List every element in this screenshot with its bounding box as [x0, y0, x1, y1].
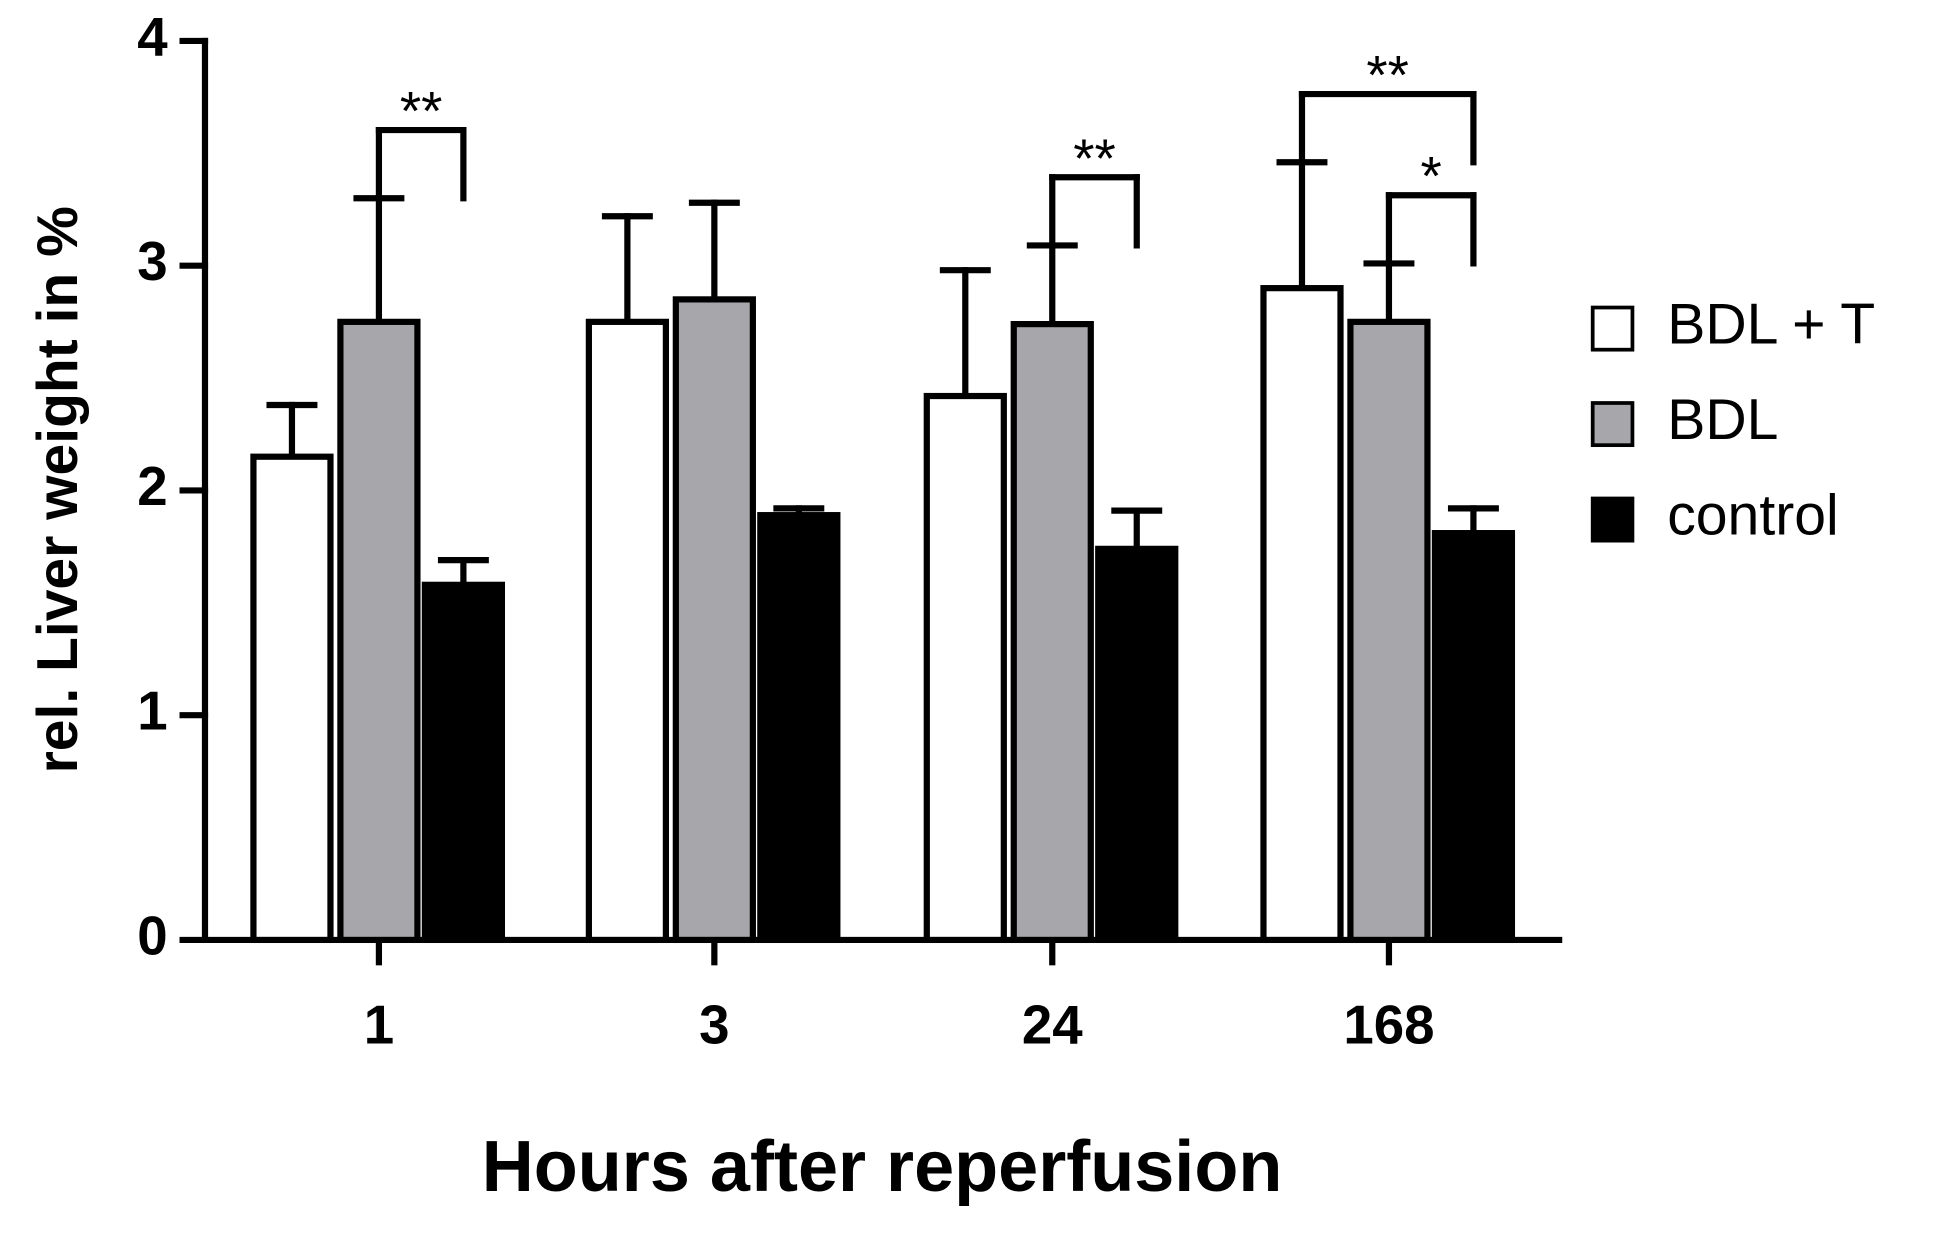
- y-tick-label: 0: [137, 905, 167, 966]
- x-tick-label: 168: [1343, 995, 1434, 1056]
- legend-swatch: [1590, 401, 1635, 448]
- bar: [250, 453, 334, 944]
- bar: [1431, 530, 1516, 944]
- legend-label: BDL + T: [1667, 293, 1875, 357]
- significance-label: **: [1366, 45, 1409, 106]
- significance-label: **: [1073, 128, 1116, 189]
- significance-label: **: [400, 81, 443, 142]
- y-tick-label: 1: [137, 681, 167, 742]
- y-axis-title: rel. Liver weight in %: [26, 206, 90, 773]
- bar: [1010, 321, 1094, 944]
- bar: [1260, 285, 1344, 944]
- y-tick-label: 2: [137, 456, 167, 517]
- bar: [421, 581, 506, 944]
- y-tick-label: 3: [137, 231, 167, 292]
- legend-swatch: [1590, 305, 1635, 352]
- bar: [585, 318, 670, 944]
- legend-label: BDL: [1667, 388, 1778, 452]
- x-tick-label: 3: [699, 995, 729, 1056]
- y-tick-label: 4: [137, 6, 168, 67]
- bar: [1347, 318, 1431, 944]
- bar: [337, 318, 421, 944]
- significance-label: *: [1421, 146, 1442, 207]
- x-tick-label: 24: [1022, 995, 1083, 1056]
- x-tick-label: 1: [364, 995, 394, 1056]
- x-axis-title: Hours after reperfusion: [482, 1127, 1283, 1207]
- legend-swatch: [1590, 496, 1635, 543]
- bar: [1095, 545, 1179, 944]
- bar: [672, 296, 756, 944]
- bar: [923, 392, 1007, 944]
- legend-label: control: [1667, 484, 1838, 548]
- bar: [757, 512, 841, 944]
